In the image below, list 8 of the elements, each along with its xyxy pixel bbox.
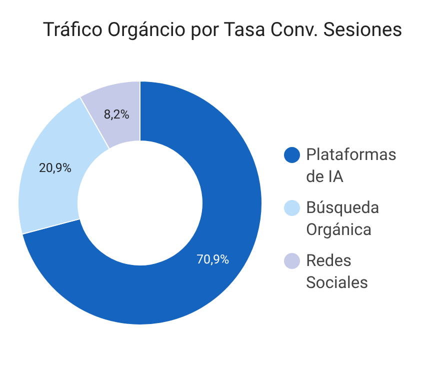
data-label: 70,9% — [196, 252, 230, 268]
legend-label: Búsqueda Orgánica — [306, 199, 380, 240]
chart-title: Tráfico Orgáncio por Tasa Conv. Sesiones — [42, 18, 402, 41]
legend-label: Redes Sociales — [306, 252, 368, 293]
legend-label: Plataformas de IA — [306, 146, 396, 187]
data-label: 8,2% — [104, 108, 130, 123]
data-label: 20,9% — [38, 160, 72, 176]
donut-slice — [22, 80, 262, 326]
